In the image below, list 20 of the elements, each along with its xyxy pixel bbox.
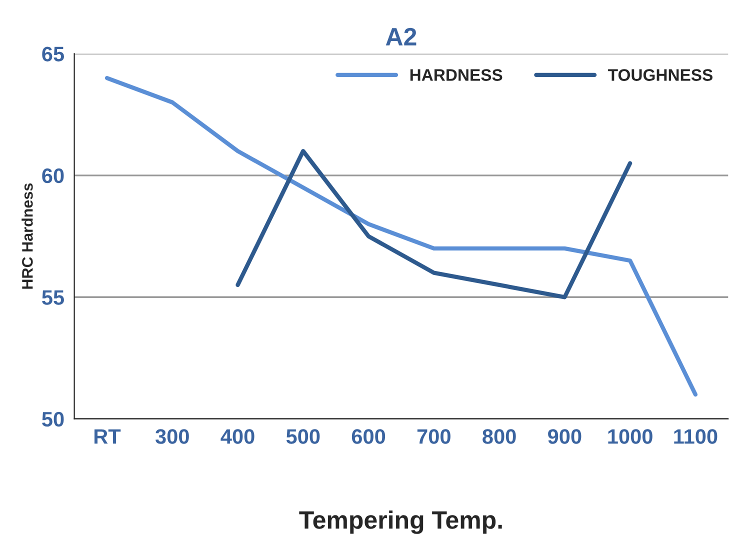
x-axis-title: Tempering Temp. xyxy=(299,510,502,534)
legend-label: TOUGHNESS xyxy=(608,69,712,81)
line-series xyxy=(236,148,632,300)
x-tick-label: 1100 xyxy=(674,429,718,444)
x-tick-label: RT xyxy=(94,429,121,444)
y-tick-label: 50 xyxy=(42,412,64,427)
x-tick-label: 400 xyxy=(220,429,254,444)
x-tick-label: 600 xyxy=(352,429,386,444)
x-tick-label: 700 xyxy=(417,429,450,444)
x-tick-label: 800 xyxy=(482,429,516,444)
y-tick-label: 60 xyxy=(42,168,64,184)
x-tick-label: 500 xyxy=(286,429,320,444)
y-tick-label: 65 xyxy=(42,46,64,62)
chart-title: A2 xyxy=(386,28,416,46)
y-axis-title: HRC Hardness xyxy=(22,183,33,289)
x-tick-label: 300 xyxy=(155,429,189,444)
x-tick-label: 1000 xyxy=(608,429,652,444)
y-tick-label: 55 xyxy=(42,290,64,305)
legend-label: HARDNESS xyxy=(410,69,502,81)
x-tick-label: 900 xyxy=(548,429,582,444)
